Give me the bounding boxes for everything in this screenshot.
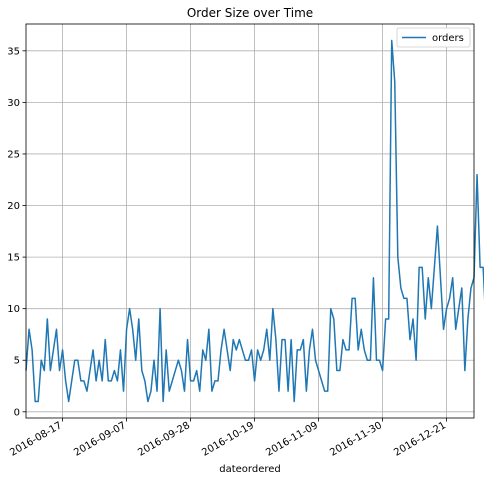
y-tick-label: 30 bbox=[7, 98, 20, 109]
x-tick-label: 2016-09-28 bbox=[136, 420, 192, 459]
y-tick-label: 20 bbox=[7, 201, 20, 212]
series-lines bbox=[26, 41, 484, 402]
y-axis-ticks: 0 5 10 15 20 25 30 35 bbox=[7, 46, 26, 418]
y-tick-label: 10 bbox=[7, 304, 20, 315]
series-line-orders bbox=[26, 41, 484, 402]
y-tick-label: 5 bbox=[14, 356, 20, 367]
x-tick-label: 2016-09-07 bbox=[72, 420, 128, 459]
chart-title: Order Size over Time bbox=[187, 6, 313, 20]
x-tick-label: 2016-12-21 bbox=[392, 420, 448, 459]
x-tick-label: 2016-11-30 bbox=[328, 420, 384, 459]
y-tick-label: 25 bbox=[7, 149, 20, 160]
x-axis-ticks: 2016-08-17 2016-09-07 2016-09-28 2016-10-19… bbox=[8, 418, 448, 459]
y-tick-label: 35 bbox=[7, 46, 20, 57]
x-tick-label: 2016-08-17 bbox=[8, 420, 64, 459]
x-tick-label: 2016-11-09 bbox=[264, 420, 320, 459]
legend-label-orders: orders bbox=[432, 33, 464, 44]
legend: orders bbox=[397, 28, 470, 47]
x-tick-label: 2016-10-19 bbox=[200, 420, 256, 459]
y-tick-label: 0 bbox=[14, 407, 20, 418]
y-tick-label: 15 bbox=[7, 253, 20, 264]
x-axis-label: dateordered bbox=[219, 464, 281, 475]
